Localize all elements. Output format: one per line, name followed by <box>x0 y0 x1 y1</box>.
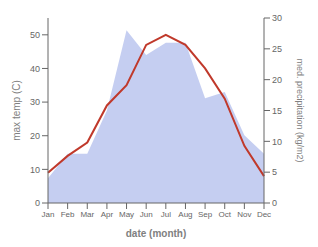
svg-text:50: 50 <box>30 30 40 40</box>
svg-text:max temp (C): max temp (C) <box>11 80 22 141</box>
svg-text:5: 5 <box>272 167 277 177</box>
svg-text:Jul: Jul <box>161 210 171 219</box>
svg-text:Jan: Jan <box>42 210 55 219</box>
svg-text:20: 20 <box>30 131 40 141</box>
svg-text:10: 10 <box>30 165 40 175</box>
svg-text:30: 30 <box>272 13 282 23</box>
svg-text:Feb: Feb <box>61 210 75 219</box>
svg-text:Aug: Aug <box>178 210 192 219</box>
svg-text:30: 30 <box>30 97 40 107</box>
svg-text:20: 20 <box>272 75 282 85</box>
svg-text:0: 0 <box>35 198 40 208</box>
svg-text:May: May <box>119 210 134 219</box>
svg-text:10: 10 <box>272 137 282 147</box>
svg-text:Oct: Oct <box>219 210 232 219</box>
svg-text:15: 15 <box>272 106 282 116</box>
svg-text:0: 0 <box>272 198 277 208</box>
svg-text:Apr: Apr <box>101 210 114 219</box>
svg-text:40: 40 <box>30 64 40 74</box>
svg-text:Jun: Jun <box>140 210 153 219</box>
svg-text:date (month): date (month) <box>126 228 187 239</box>
svg-text:Nov: Nov <box>237 210 251 219</box>
svg-text:25: 25 <box>272 44 282 54</box>
svg-text:Mar: Mar <box>80 210 94 219</box>
svg-text:Dec: Dec <box>257 210 271 219</box>
svg-text:Sep: Sep <box>198 210 213 219</box>
svg-text:med. precipitation (kg/m2): med. precipitation (kg/m2) <box>295 58 305 162</box>
